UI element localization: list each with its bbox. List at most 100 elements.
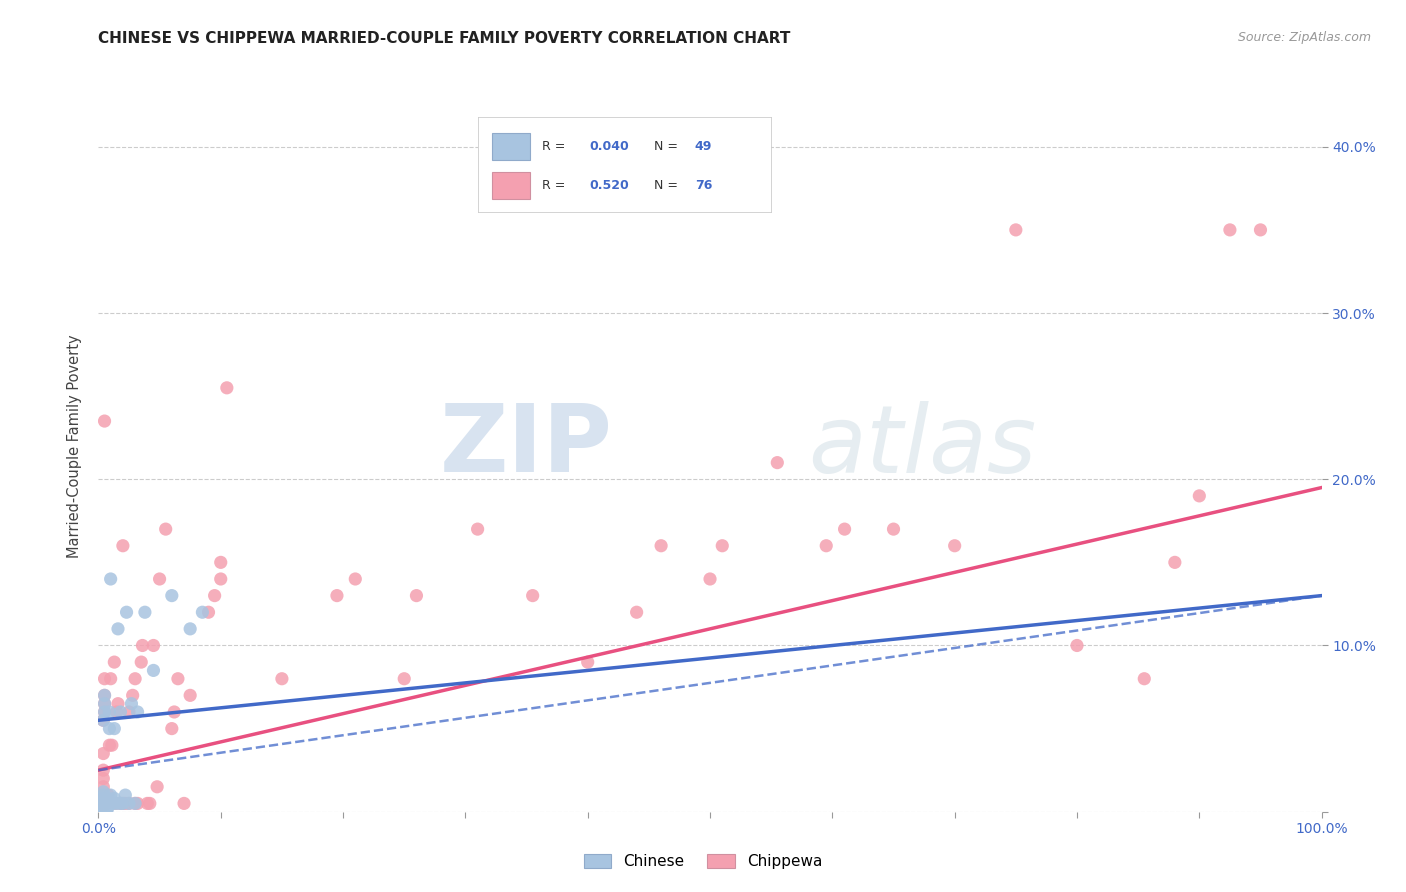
- Point: [131, 639, 153, 653]
- Point: [100, 572, 122, 586]
- Point: [344, 572, 367, 586]
- Point: [91, 793, 114, 807]
- Point: [97, 791, 120, 805]
- Point: [91, 791, 114, 805]
- Y-axis label: Married-Couple Family Poverty: Married-Couple Family Poverty: [67, 334, 83, 558]
- Point: [91, 795, 114, 809]
- Point: [93, 705, 115, 719]
- Point: [97, 797, 120, 811]
- Point: [215, 381, 238, 395]
- Point: [160, 722, 183, 736]
- Point: [121, 689, 143, 703]
- Point: [107, 697, 129, 711]
- Point: [91, 797, 114, 811]
- Point: [1219, 223, 1241, 237]
- Point: [100, 797, 122, 811]
- Point: [467, 522, 489, 536]
- Point: [134, 605, 156, 619]
- Point: [127, 797, 149, 811]
- Point: [101, 797, 124, 811]
- Point: [124, 797, 146, 811]
- Point: [209, 555, 232, 569]
- Point: [98, 738, 121, 752]
- Point: [91, 801, 114, 815]
- Point: [834, 522, 856, 536]
- Point: [129, 655, 152, 669]
- Point: [93, 697, 115, 711]
- Point: [142, 639, 165, 653]
- Point: [105, 797, 128, 811]
- Point: [91, 714, 114, 728]
- Point: [124, 797, 146, 811]
- Point: [91, 798, 114, 813]
- Point: [91, 801, 114, 815]
- Point: [522, 589, 544, 603]
- Point: [111, 797, 134, 811]
- Text: CHINESE VS CHIPPEWA MARRIED-COUPLE FAMILY POVERTY CORRELATION CHART: CHINESE VS CHIPPEWA MARRIED-COUPLE FAMIL…: [98, 31, 790, 46]
- Point: [1164, 555, 1187, 569]
- Point: [120, 697, 142, 711]
- Point: [204, 589, 226, 603]
- Point: [91, 805, 114, 819]
- Point: [97, 788, 120, 802]
- Point: [943, 539, 966, 553]
- Point: [91, 793, 114, 807]
- Point: [179, 689, 201, 703]
- Point: [699, 572, 721, 586]
- Point: [167, 672, 190, 686]
- Point: [118, 797, 141, 811]
- Point: [93, 672, 115, 686]
- Point: [766, 456, 789, 470]
- Text: Source: ZipAtlas.com: Source: ZipAtlas.com: [1237, 31, 1371, 45]
- Point: [1188, 489, 1211, 503]
- Point: [105, 705, 128, 719]
- Point: [91, 795, 114, 809]
- Point: [98, 705, 121, 719]
- Point: [160, 589, 183, 603]
- Point: [96, 797, 118, 811]
- Point: [114, 788, 136, 802]
- Point: [155, 522, 177, 536]
- Point: [163, 705, 186, 719]
- Point: [149, 572, 172, 586]
- Point: [111, 797, 134, 811]
- Point: [93, 689, 115, 703]
- Point: [173, 797, 195, 811]
- Point: [115, 605, 138, 619]
- Point: [179, 622, 201, 636]
- Point: [883, 522, 905, 536]
- Point: [104, 797, 127, 811]
- Point: [139, 797, 162, 811]
- Point: [97, 799, 120, 814]
- Point: [650, 539, 672, 553]
- Point: [93, 414, 115, 428]
- Text: ZIP: ZIP: [439, 400, 612, 492]
- Point: [91, 805, 114, 819]
- Point: [136, 797, 159, 811]
- Point: [91, 788, 114, 802]
- Point: [191, 605, 214, 619]
- Point: [101, 738, 124, 752]
- Point: [209, 572, 232, 586]
- Point: [1133, 672, 1156, 686]
- Point: [270, 672, 294, 686]
- Point: [711, 539, 734, 553]
- Point: [96, 805, 118, 819]
- Legend: Chinese, Chippewa: Chinese, Chippewa: [578, 847, 828, 875]
- Point: [103, 655, 125, 669]
- Point: [93, 697, 115, 711]
- Point: [103, 791, 125, 805]
- Point: [96, 801, 118, 815]
- Point: [91, 747, 114, 761]
- Point: [91, 785, 114, 799]
- Point: [118, 705, 141, 719]
- Point: [91, 780, 114, 794]
- Point: [93, 689, 115, 703]
- Point: [103, 722, 125, 736]
- Point: [91, 798, 114, 813]
- Point: [91, 791, 114, 805]
- Point: [91, 797, 114, 811]
- Point: [93, 705, 115, 719]
- Point: [626, 605, 648, 619]
- Point: [91, 763, 114, 777]
